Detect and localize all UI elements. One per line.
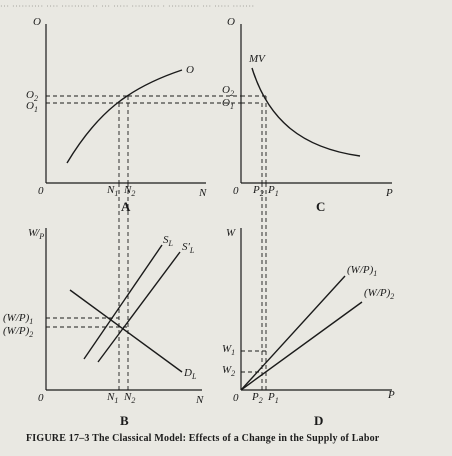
panel-c-curve-label: MV [248, 53, 266, 65]
panel-c-letter: C [316, 199, 325, 214]
panel-a-origin: 0 [38, 185, 44, 197]
panel-d-origin: 0 [233, 392, 239, 404]
panel-d-ray-wp2-label: (W/P)2 [364, 287, 394, 301]
panel-c-tick-o2: O2 [222, 84, 234, 98]
panel-b-demand-label: DL [183, 367, 197, 381]
panel-b-supply-sl [83, 244, 163, 360]
panel-a-y-axis-label: O [33, 16, 41, 28]
panel-d-ray-wp1-label: (W/P)1 [347, 264, 377, 278]
panel-a-x-axis-label: N [198, 187, 207, 199]
panel-c-tick-o1: O1 [222, 97, 234, 111]
figure-caption: FIGURE 17–3 The Classical Model: Effects… [26, 433, 380, 444]
page-bleed-through: ··· ·········· ···· ········· ·· ··· ···… [0, 2, 255, 11]
panel-b-x-axis-label: N [195, 394, 204, 406]
panel-a-tick-n1: N1 [106, 184, 118, 198]
panel-b: W/P N 0 SL S′L DL (W/P)1 (W/P)2 N1 N2 B [3, 183, 204, 428]
panel-b-y-axis-label: W/P [28, 227, 44, 241]
panel-b-demand-dl [69, 289, 183, 373]
panel-c: O P 0 MV O2 O1 P2 P1 C [119, 16, 393, 214]
panel-b-supply-sl-prime [97, 251, 181, 363]
panel-b-origin: 0 [38, 392, 44, 404]
panel-c-origin: 0 [233, 185, 239, 197]
panel-d-ray-wp2 [240, 301, 363, 391]
panel-a-tick-o1: O1 [26, 100, 38, 114]
panel-d: W P 0 (W/P)1 (W/P)2 W1 W2 P2 P1 D [222, 183, 395, 428]
panel-a-tick-n2: N2 [123, 184, 135, 198]
panel-d-letter: D [314, 413, 323, 428]
panel-b-letter: B [120, 413, 129, 428]
panel-b-tick-n2: N2 [123, 391, 135, 405]
panel-a-tick-o2: O2 [26, 89, 38, 103]
panel-a-curve-label: O [186, 64, 194, 76]
panel-d-tick-p1: P1 [267, 391, 279, 405]
panel-d-tick-w1: W1 [222, 343, 235, 357]
panel-c-tick-p1: P1 [267, 184, 279, 198]
panel-d-ray-wp1 [240, 275, 346, 391]
panel-d-tick-w2: W2 [222, 364, 235, 378]
panel-c-y-axis-label: O [227, 16, 235, 28]
panel-d-x-axis-label: P [387, 389, 395, 401]
panel-d-tick-p2: P2 [251, 391, 263, 405]
panel-c-mv-curve [251, 67, 361, 157]
panel-b-supply-label: SL [163, 234, 174, 248]
panel-a: O N 0 O O2 O1 N1 N2 A [26, 16, 207, 214]
panel-d-y-axis-label: W [226, 227, 236, 239]
figure-17-3: O N 0 O O2 O1 N1 N2 A O P 0 MV O2 O1 P2 … [3, 16, 395, 428]
panel-b-tick-wp2: (W/P)2 [3, 325, 33, 339]
panel-a-letter: A [121, 199, 131, 214]
panel-a-production-curve [66, 69, 183, 164]
panel-b-tick-n1: N1 [106, 391, 118, 405]
panel-c-x-axis-label: P [385, 187, 393, 199]
panel-b-supply-new-label: S′L [182, 241, 195, 255]
panel-b-tick-wp1: (W/P)1 [3, 312, 33, 326]
